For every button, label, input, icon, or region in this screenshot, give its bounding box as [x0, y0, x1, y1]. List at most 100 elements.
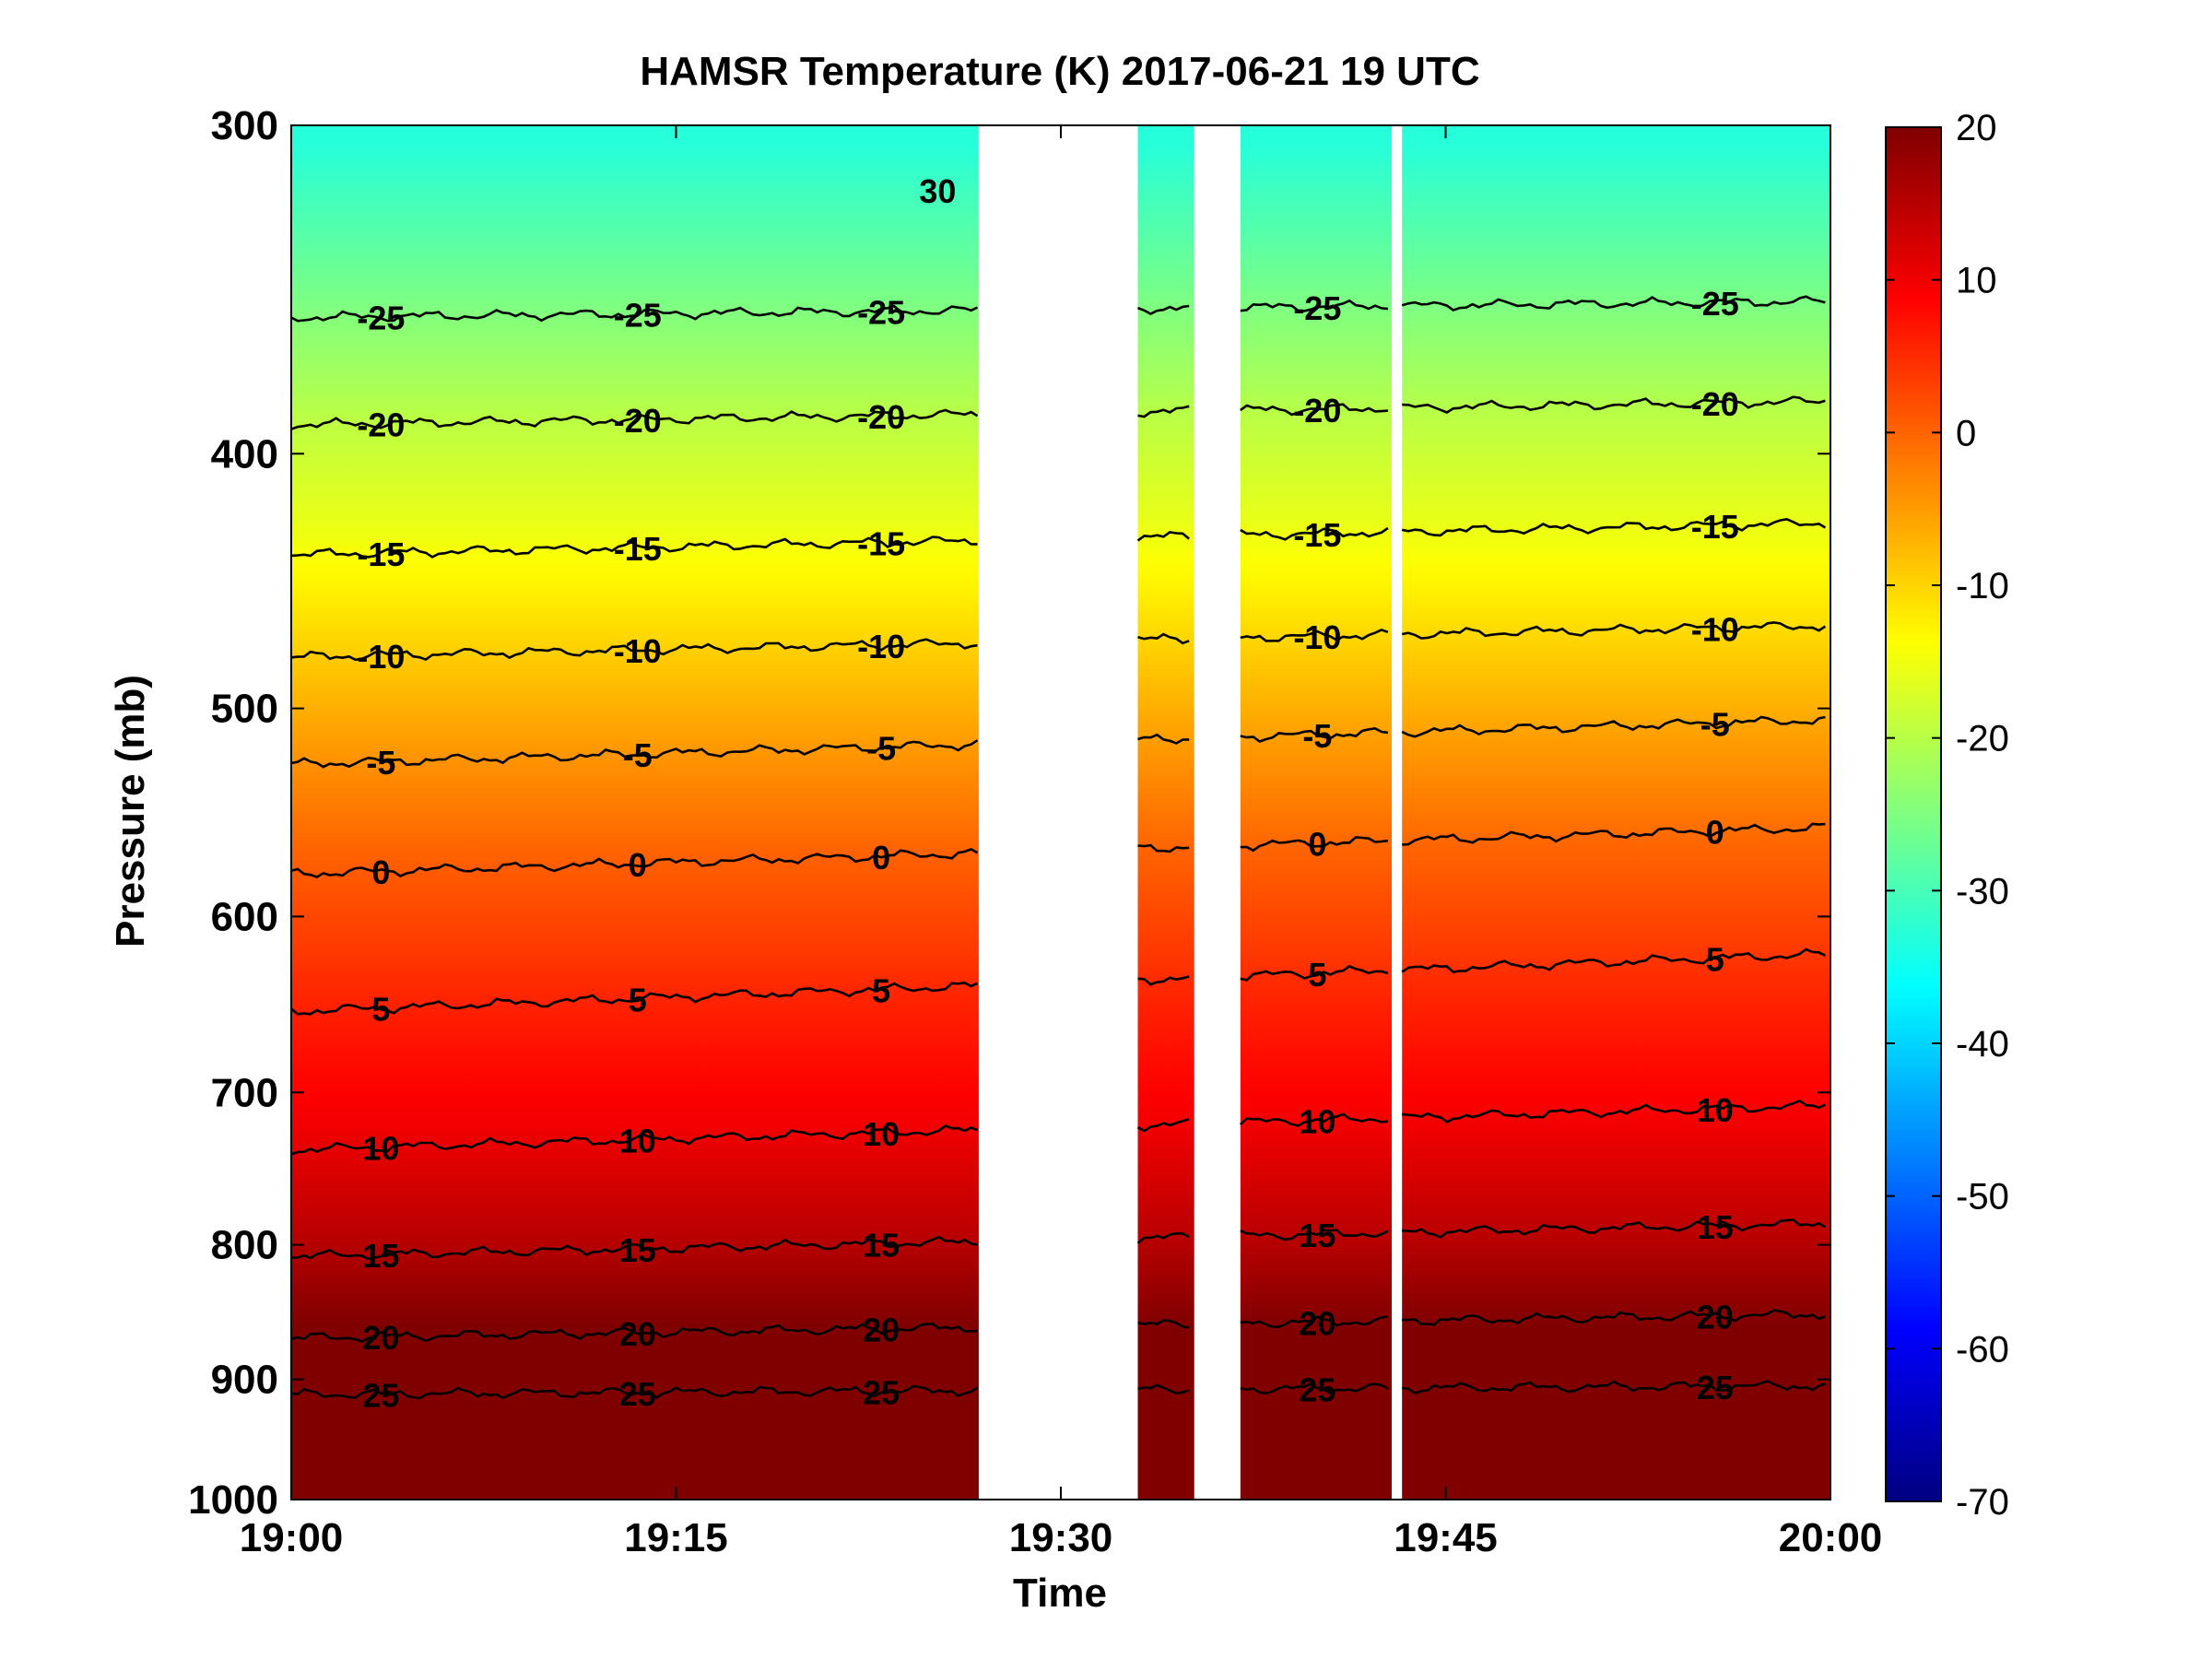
contour-label--5-1: -5	[623, 736, 653, 774]
contour-line-20-seg3	[1402, 1309, 1826, 1326]
contour-label-15-1: 15	[619, 1231, 656, 1269]
x-tick-label: 20:00	[1779, 1515, 1883, 1560]
contour-line--5-seg0	[291, 739, 979, 769]
contour-label-20-4: 20	[1697, 1299, 1734, 1336]
colorbar-tick-label: 10	[1956, 261, 1997, 301]
data-segment-0	[291, 125, 979, 1500]
contour-label--25-0: -25	[357, 299, 405, 336]
contour-line-10-seg3	[1402, 1099, 1826, 1124]
contour-label--15-0: -15	[357, 535, 405, 573]
colorbar-tick-label: 0	[1956, 413, 1976, 453]
contour-line--25-seg0	[291, 304, 979, 323]
y-tick-label: 1000	[188, 1477, 278, 1523]
contour-line-15-seg3	[1402, 1218, 1827, 1239]
contour-line--15-seg3	[1401, 517, 1827, 537]
contour-line--20-seg3	[1402, 395, 1826, 414]
contour-label-10-1: 10	[619, 1123, 656, 1160]
contour-label-0-3: 0	[1308, 826, 1326, 864]
colorbar-tick-label: 20	[1956, 108, 1997, 148]
y-axis-label: Pressure (mb)	[108, 675, 153, 947]
colorbar-tick-label: -30	[1956, 871, 2009, 912]
contour-line--5-seg1	[1137, 733, 1190, 745]
contour-line-0-seg3	[1402, 822, 1826, 846]
contour-label-peak: 30	[919, 172, 956, 210]
contour-label-10-0: 10	[362, 1130, 399, 1168]
contour-line--10-seg0	[291, 638, 978, 662]
temperature-field	[291, 125, 1830, 1500]
contour-line-25-seg0	[291, 1384, 979, 1400]
contour-label--10-0: -10	[357, 638, 405, 676]
colorbar-tick-label: -20	[1956, 719, 2009, 759]
contour-label-0-4: 0	[1706, 814, 1724, 852]
contour-line-15-seg1	[1136, 1231, 1190, 1244]
contour-label--10-2: -10	[857, 628, 905, 665]
contour-label-0-1: 0	[629, 846, 647, 884]
contour-label--20-4: -20	[1691, 385, 1739, 423]
contour-label--5-0: -5	[366, 744, 395, 782]
x-axis: 19:00 19:15 19:30 19:45 20:00	[240, 125, 1883, 1560]
contour-label--10-3: -10	[1293, 618, 1341, 656]
contour-line-25-seg2	[1240, 1382, 1389, 1395]
contour-label-10-4: 10	[1697, 1091, 1734, 1129]
contour-line-20-seg0	[291, 1322, 978, 1343]
contour-line-5-seg1	[1137, 975, 1190, 986]
contour-line-5-seg2	[1240, 964, 1389, 982]
contour-line--25-seg2	[1240, 299, 1389, 312]
contour-label-10-3: 10	[1299, 1102, 1335, 1140]
contour-line--20-seg2	[1240, 403, 1388, 417]
colorbar-tick-label: -50	[1956, 1177, 2009, 1218]
contour-label--10-1: -10	[614, 632, 662, 670]
contour-line-0-seg2	[1240, 836, 1389, 853]
data-segment-2	[1240, 125, 1393, 1500]
contour-label--20-0: -20	[357, 406, 405, 443]
contour-label--15-3: -15	[1293, 516, 1341, 554]
contour-label-5-2: 5	[872, 971, 890, 1009]
contour-line-0-seg1	[1137, 843, 1190, 853]
colorbar: 20 10 0 -10 -20 -30 -40 -50 -60 -70	[1885, 108, 2009, 1523]
contour-label--5-4: -5	[1700, 706, 1730, 744]
contour-line-5-seg3	[1401, 947, 1826, 973]
data-segment-1	[1137, 125, 1194, 1500]
contour-label-0-0: 0	[371, 853, 390, 891]
contour-label-25-1: 25	[619, 1375, 656, 1413]
contour-line-20-seg1	[1137, 1319, 1190, 1329]
contour-label-25-3: 25	[1299, 1371, 1335, 1409]
contour-line--5-seg3	[1401, 715, 1826, 738]
contour-line--15-seg1	[1136, 531, 1191, 542]
contour-labels: -25 -25 -25 -25 -25 -20 -20 -20 -20 -20 -15 -15 -15 -…	[357, 172, 1738, 1414]
contour-line--25-seg1	[1137, 304, 1190, 315]
contour-line-25-seg3	[1402, 1380, 1826, 1395]
contour-line--20-seg0	[291, 408, 979, 430]
contour-label-5-3: 5	[1308, 956, 1326, 994]
contour-label-15-2: 15	[863, 1226, 900, 1264]
contour-line--10-seg3	[1401, 621, 1827, 640]
colorbar-tick-label: -60	[1956, 1329, 2009, 1370]
contour-line-10-seg0	[291, 1124, 978, 1156]
contour-line--10-seg2	[1240, 629, 1389, 642]
contour-label-15-3: 15	[1299, 1217, 1335, 1254]
contour-line-10-seg1	[1136, 1118, 1190, 1133]
data-segment-3	[1402, 125, 1830, 1500]
y-tick-label: 900	[211, 1358, 278, 1403]
y-tick-label: 800	[211, 1223, 278, 1268]
contour-label-25-0: 25	[362, 1376, 399, 1414]
contour-line--5-seg2	[1240, 726, 1389, 743]
colorbar-tick-label: -10	[1956, 566, 2009, 606]
plot-area: -25 -25 -25 -25 -25 -20 -20 -20 -20 -20 -15 -15 -15 -…	[291, 125, 1830, 1500]
contour-line-5-seg0	[291, 981, 979, 1016]
contour-label-5-4: 5	[1706, 941, 1724, 979]
y-tick-label: 500	[211, 687, 278, 732]
contour-label-15-4: 15	[1697, 1208, 1734, 1246]
contour-label--5-3: -5	[1302, 717, 1332, 755]
contour-line-15-seg2	[1240, 1229, 1389, 1241]
contour-label--15-4: -15	[1691, 508, 1739, 546]
contour-label-20-0: 20	[362, 1319, 399, 1357]
colorbar-fill	[1885, 126, 1942, 1502]
y-tick-label: 400	[211, 431, 278, 477]
contour-label--25-1: -25	[614, 297, 662, 335]
contour-label--15-1: -15	[614, 530, 662, 568]
contour-label-5-1: 5	[629, 981, 647, 1018]
contour-line--20-seg1	[1137, 405, 1190, 418]
contour-label--10-4: -10	[1691, 610, 1739, 648]
